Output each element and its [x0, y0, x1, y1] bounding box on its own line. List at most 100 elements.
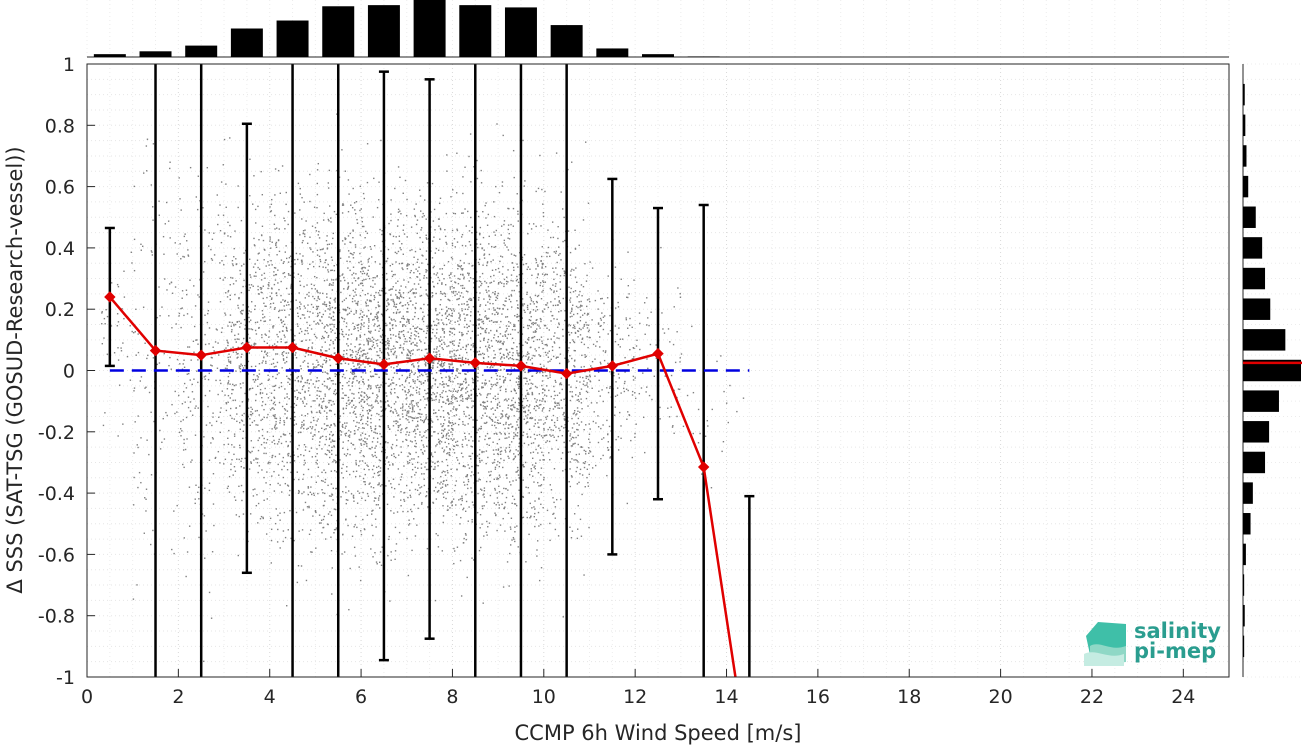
scatter-point — [495, 229, 498, 232]
scatter-point — [270, 363, 273, 365]
scatter-point — [300, 275, 302, 277]
scatter-point — [453, 333, 456, 336]
scatter-point — [150, 543, 152, 546]
scatter-point — [384, 441, 387, 443]
scatter-point — [408, 452, 410, 454]
scatter-point — [249, 424, 251, 426]
scatter-point — [366, 299, 368, 301]
scatter-point — [234, 470, 237, 472]
scatter-point — [367, 259, 369, 261]
scatter-point — [300, 368, 302, 370]
scatter-point — [464, 465, 466, 468]
scatter-point — [353, 410, 355, 413]
scatter-point — [401, 473, 403, 476]
scatter-point — [361, 311, 364, 313]
scatter-point — [274, 428, 277, 430]
scatter-point — [488, 294, 490, 297]
scatter-point — [229, 137, 231, 139]
scatter-point — [473, 474, 475, 476]
scatter-point — [451, 327, 453, 330]
scatter-point — [348, 429, 350, 432]
scatter-point — [421, 419, 424, 422]
scatter-point — [410, 496, 412, 498]
scatter-point — [333, 319, 336, 321]
scatter-point — [274, 455, 277, 458]
scatter-point — [392, 324, 394, 326]
scatter-point — [330, 221, 332, 223]
scatter-point — [311, 225, 314, 227]
scatter-point — [283, 272, 286, 274]
scatter-point — [260, 291, 262, 294]
scatter-point — [234, 334, 236, 337]
scatter-point — [456, 228, 458, 230]
scatter-point — [386, 260, 388, 262]
scatter-point — [355, 416, 358, 418]
scatter-point — [468, 230, 471, 232]
scatter-point — [472, 388, 475, 390]
scatter-point — [267, 461, 270, 463]
scatter-point — [316, 397, 318, 400]
scatter-point — [402, 510, 404, 513]
scatter-point — [248, 321, 251, 323]
scatter-point — [243, 252, 245, 254]
scatter-point — [451, 439, 454, 442]
scatter-point — [349, 431, 352, 433]
scatter-point — [496, 497, 499, 499]
scatter-point — [497, 341, 499, 343]
scatter-point — [272, 302, 275, 304]
scatter-point — [347, 499, 349, 501]
scatter-point — [413, 410, 415, 413]
scatter-point — [302, 509, 305, 511]
scatter-point — [497, 340, 500, 342]
scatter-point — [204, 375, 207, 377]
scatter-point — [461, 212, 463, 214]
scatter-point — [349, 269, 351, 272]
scatter-point — [135, 354, 137, 356]
scatter-point — [446, 243, 448, 245]
scatter-point — [483, 405, 486, 408]
scatter-point — [298, 391, 300, 394]
scatter-point — [410, 481, 413, 484]
scatter-point — [287, 352, 290, 354]
scatter-point — [282, 433, 285, 435]
scatter-point — [376, 412, 378, 415]
scatter-point — [431, 361, 434, 363]
scatter-point — [464, 348, 467, 351]
scatter-point — [335, 363, 337, 365]
scatter-point — [132, 598, 135, 600]
scatter-point — [207, 312, 209, 315]
scatter-point — [494, 357, 496, 359]
scatter-point — [261, 418, 264, 421]
scatter-point — [468, 298, 470, 301]
scatter-point — [166, 414, 168, 417]
scatter-point — [326, 387, 328, 389]
scatter-point — [195, 196, 198, 198]
scatter-point — [251, 421, 254, 424]
scatter-point — [441, 471, 443, 474]
scatter-point — [335, 527, 338, 529]
scatter-point — [204, 378, 206, 380]
scatter-point — [259, 383, 261, 386]
scatter-point — [353, 430, 356, 432]
scatter-point — [370, 376, 373, 378]
scatter-point — [236, 320, 239, 323]
scatter-point — [451, 312, 453, 315]
scatter-point — [423, 330, 425, 333]
scatter-point — [411, 416, 413, 419]
scatter-point — [386, 503, 389, 506]
scatter-point — [213, 254, 216, 256]
scatter-point — [341, 375, 344, 378]
scatter-point — [490, 376, 493, 379]
scatter-point — [413, 518, 415, 520]
scatter-point — [485, 317, 488, 319]
scatter-point — [425, 250, 428, 252]
scatter-point — [301, 340, 303, 342]
scatter-point — [475, 231, 478, 233]
scatter-point — [378, 376, 380, 379]
scatter-point — [469, 455, 472, 458]
scatter-point — [449, 341, 451, 343]
scatter-point — [313, 206, 316, 208]
scatter-point — [417, 405, 419, 408]
scatter-point — [406, 311, 408, 313]
scatter-point — [438, 489, 440, 492]
